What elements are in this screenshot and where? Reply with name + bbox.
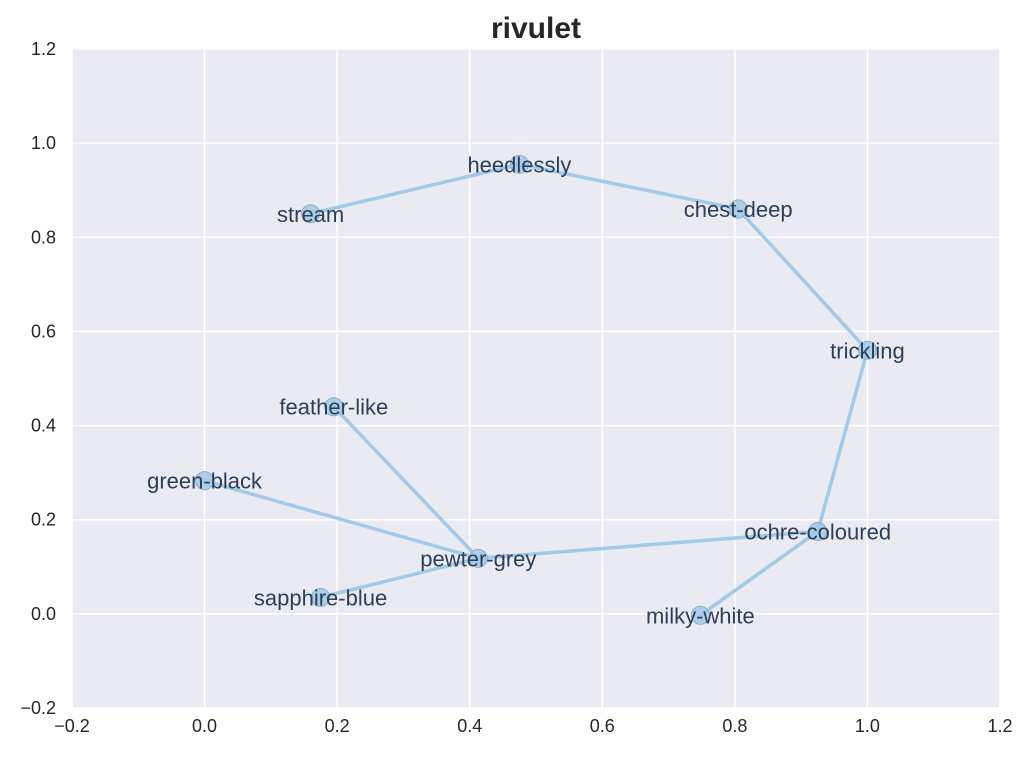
chart-title: rivulet	[491, 12, 581, 45]
point-trickling	[857, 340, 877, 360]
point-label-sapphire-blue: sapphire-blue	[254, 585, 387, 610]
point-stream	[301, 204, 321, 224]
x-tick-label: 0.2	[325, 716, 350, 736]
x-tick-label: 0.6	[590, 716, 615, 736]
y-tick-label: 1.0	[31, 133, 56, 153]
point-heedlessly	[509, 154, 529, 174]
edges	[202, 162, 870, 618]
grid	[71, 48, 1001, 709]
y-tick-label: 0.8	[31, 227, 56, 247]
edge-ochre-coloured-milky-white	[698, 529, 820, 618]
point-milky-white	[690, 605, 710, 625]
edge-pewter-grey-green-black	[202, 478, 481, 561]
point-label-ochre-coloured: ochre-coloured	[744, 519, 891, 544]
y-axis-ticks: −0.2 0.0 0.2 0.4 0.6 0.8 1.0 1.2	[20, 39, 56, 718]
point-labels: stream heedlessly chest-deep trickling ochre…	[147, 152, 905, 628]
x-tick-label: 0.0	[192, 716, 217, 736]
point-label-pewter-grey: pewter-grey	[420, 546, 536, 571]
point-green-black	[195, 471, 215, 491]
x-tick-label: 1.0	[855, 716, 880, 736]
y-tick-label: 0.2	[31, 510, 56, 530]
point-feather-like	[324, 397, 344, 417]
y-tick-label: 0.6	[31, 321, 56, 341]
y-tick-label: −0.2	[20, 698, 56, 718]
edge-pewter-grey-sapphire-blue	[318, 556, 481, 600]
x-tick-label: 1.2	[987, 716, 1012, 736]
edge-trickling-ochre-coloured	[815, 348, 870, 534]
point-label-feather-like: feather-like	[279, 395, 388, 420]
point-label-milky-white: milky-white	[646, 603, 755, 628]
edge-ochre-coloured-pewter-grey	[476, 529, 820, 561]
markers	[195, 154, 877, 625]
plot-area	[72, 49, 1000, 708]
x-tick-label: 0.4	[457, 716, 482, 736]
point-chest-deep	[728, 199, 748, 219]
point-label-trickling: trickling	[830, 338, 905, 363]
x-tick-label: −0.2	[54, 716, 90, 736]
y-tick-label: 1.2	[31, 39, 56, 59]
x-tick-label: 0.8	[722, 716, 747, 736]
point-label-stream: stream	[277, 202, 344, 227]
point-label-chest-deep: chest-deep	[684, 197, 793, 222]
y-tick-label: 0.0	[31, 604, 56, 624]
point-pewter-grey	[468, 548, 488, 568]
y-tick-label: 0.4	[31, 416, 56, 436]
x-axis-ticks: −0.2 0.0 0.2 0.4 0.6 0.8 1.0 1.2	[54, 716, 1012, 736]
edge-heedlessly-chest-deep	[517, 162, 740, 211]
edge-pewter-grey-feather-like	[332, 404, 481, 561]
point-label-green-black: green-black	[147, 469, 263, 494]
point-ochre-coloured	[808, 521, 828, 541]
point-label-heedlessly: heedlessly	[467, 152, 571, 177]
edge-chest-deep-trickling	[736, 207, 870, 353]
point-sapphire-blue	[311, 587, 331, 607]
edge-stream-heedlessly	[308, 162, 522, 216]
